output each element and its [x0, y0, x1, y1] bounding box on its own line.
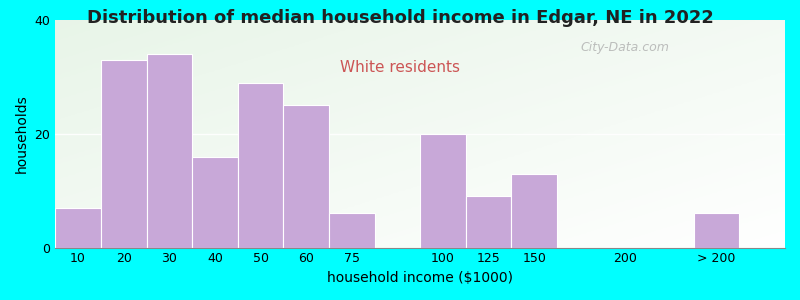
Bar — [146, 54, 192, 248]
Y-axis label: households: households — [15, 94, 29, 173]
Bar — [511, 174, 557, 248]
Bar — [420, 134, 466, 248]
Bar — [238, 82, 283, 247]
Bar — [329, 213, 374, 247]
Bar — [55, 208, 101, 247]
X-axis label: household income ($1000): household income ($1000) — [327, 271, 513, 285]
Bar — [192, 157, 238, 247]
Text: City-Data.com: City-Data.com — [581, 41, 670, 54]
Bar — [466, 196, 511, 247]
Bar — [694, 213, 739, 247]
Bar — [101, 60, 146, 247]
Text: White residents: White residents — [340, 60, 460, 75]
Bar — [283, 105, 329, 248]
Text: Distribution of median household income in Edgar, NE in 2022: Distribution of median household income … — [86, 9, 714, 27]
